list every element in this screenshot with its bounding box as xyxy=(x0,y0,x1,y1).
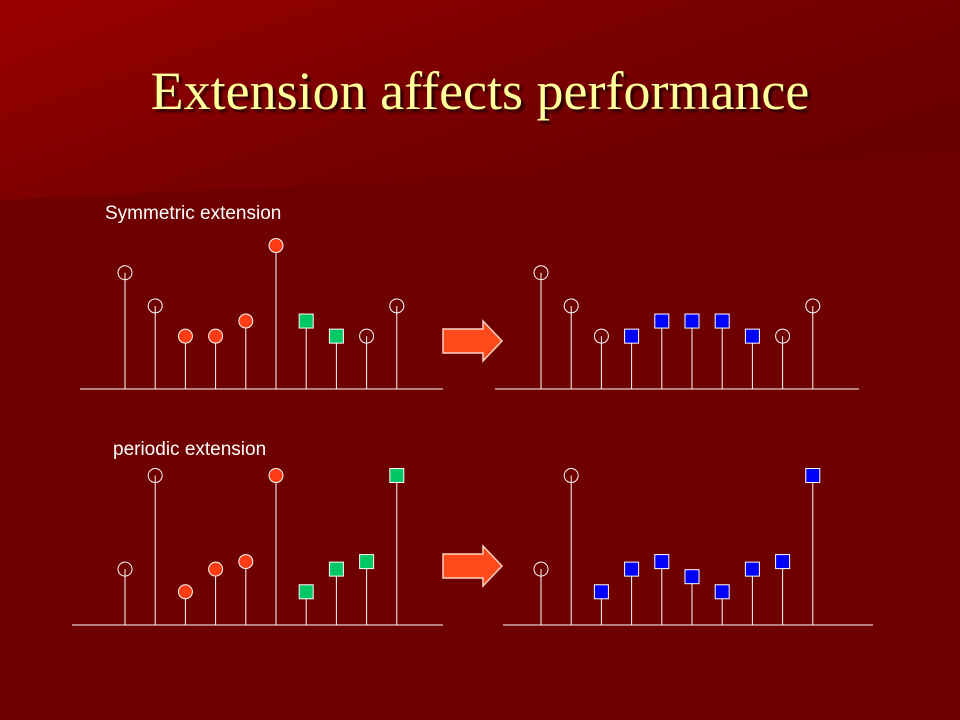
symmetric-input-sample-7-marker xyxy=(298,313,314,329)
periodic-input-sample-3-marker xyxy=(177,584,193,600)
symmetric-input-sample-4-marker xyxy=(208,328,224,344)
periodic-input-sample-9-marker xyxy=(359,554,375,570)
symmetric-input-sample-10-marker xyxy=(389,298,405,314)
symmetric-output-sample-4-marker xyxy=(624,328,640,344)
periodic-output-sample-10-marker xyxy=(805,468,821,484)
symmetric-output-sample-8-marker xyxy=(744,328,760,344)
symmetric-extension-label: Symmetric extension xyxy=(105,203,282,224)
slide-title: Extension affects performance xyxy=(150,61,810,121)
symmetric-right-arrow-icon xyxy=(442,319,504,363)
symmetric-output-sample-2-marker xyxy=(563,298,579,314)
symmetric-input-sample-9-marker xyxy=(359,328,375,344)
header-band xyxy=(0,0,960,200)
periodic-output-sample-2-marker xyxy=(563,468,579,484)
symmetric-input-sample-8-marker xyxy=(328,328,344,344)
periodic-right-arrow-icon xyxy=(442,544,504,588)
periodic-input-sample-6-marker xyxy=(268,468,284,484)
symmetric-output-sample-1-marker xyxy=(533,265,549,281)
symmetric-output-sample-3-marker xyxy=(593,328,609,344)
periodic-extension-label: periodic extension xyxy=(113,439,267,460)
symmetric-output-sample-10-marker xyxy=(805,298,821,314)
periodic-input-sample-5-marker xyxy=(238,554,254,570)
symmetric-input-sample-1-marker xyxy=(117,265,133,281)
symmetric-output-sample-5-marker xyxy=(654,313,670,329)
periodic-output-sample-1-marker xyxy=(533,561,549,577)
periodic-input-sample-10-marker xyxy=(389,468,405,484)
symmetric-output-sample-6-marker xyxy=(684,313,700,329)
periodic-output-sample-3-marker xyxy=(593,584,609,600)
periodic-input-sample-8-marker xyxy=(328,561,344,577)
periodic-output-sample-7-marker xyxy=(714,584,730,600)
periodic-input-sample-7-marker xyxy=(298,584,314,600)
periodic-input-sample-4-marker xyxy=(208,561,224,577)
symmetric-input-sample-3-marker xyxy=(177,328,193,344)
periodic-output-sample-9-marker xyxy=(775,554,791,570)
symmetric-output-sample-9-marker xyxy=(775,328,791,344)
periodic-input-sample-1-marker xyxy=(117,561,133,577)
symmetric-output-sample-7-marker xyxy=(714,313,730,329)
periodic-output-sample-4-marker xyxy=(624,561,640,577)
symmetric-input-sample-6-marker xyxy=(268,238,284,254)
periodic-output-sample-5-marker xyxy=(654,554,670,570)
periodic-output-sample-8-marker xyxy=(744,561,760,577)
periodic-input-sample-2-marker xyxy=(147,468,163,484)
symmetric-input-sample-2-marker xyxy=(147,298,163,314)
symmetric-input-sample-5-marker xyxy=(238,313,254,329)
periodic-output-sample-6-marker xyxy=(684,569,700,585)
